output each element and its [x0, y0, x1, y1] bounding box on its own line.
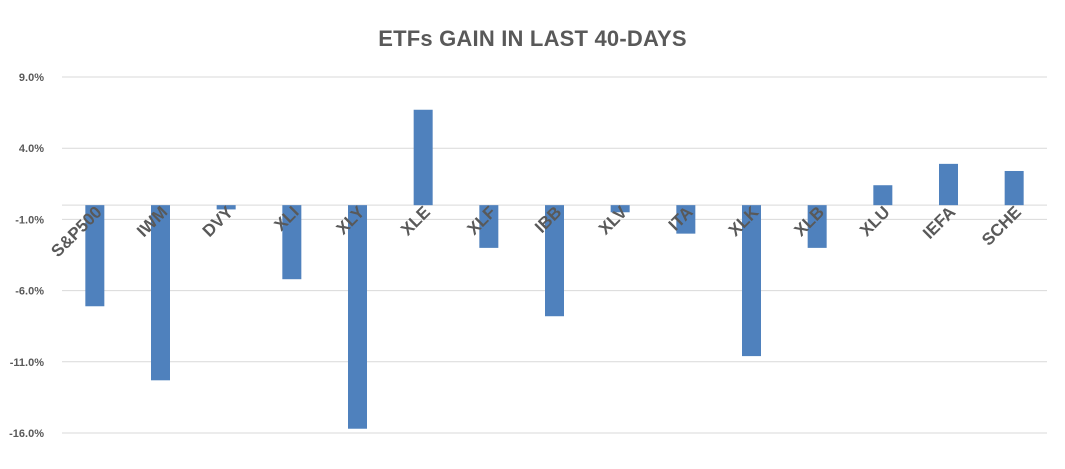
bar-xly [348, 205, 367, 429]
bar-xlu [873, 185, 893, 206]
bar-ibb [545, 205, 564, 317]
category-label: XLE [397, 203, 434, 240]
bar-xlb [807, 205, 827, 248]
bar-sp500 [85, 205, 105, 307]
y-tick-label: 4.0% [19, 143, 44, 155]
bar-xle [413, 109, 433, 206]
bar-iefa [939, 163, 958, 206]
category-label: IEFA [919, 203, 959, 243]
y-tick-label: -6.0% [15, 286, 44, 298]
chart-title: ETFs GAIN IN LAST 40-DAYS [378, 26, 687, 51]
y-tick-label: -1.0% [15, 214, 44, 226]
bar-xlv [610, 205, 630, 213]
y-tick-label: 9.0% [19, 72, 44, 84]
bar-iwm [151, 205, 170, 381]
bar-ita [676, 205, 696, 234]
bar-xli [282, 205, 302, 280]
category-label: XLU [856, 203, 893, 240]
y-tick-label: -11.0% [10, 357, 44, 369]
bar-dvy [216, 205, 236, 210]
category-label: SCHE [978, 203, 1025, 250]
bar-xlf [479, 205, 499, 248]
y-tick-label: -16.0% [9, 428, 44, 440]
bar-sche [1004, 170, 1024, 206]
bar-xlk [742, 205, 761, 357]
